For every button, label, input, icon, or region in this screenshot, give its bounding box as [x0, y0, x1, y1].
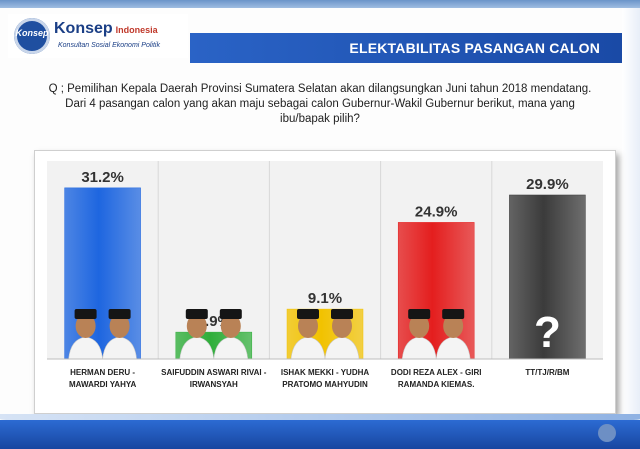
category-label-1-line-1: HERMAN DERU -	[70, 368, 135, 377]
title-bar: ELEKTABILITAS PASANGAN CALON	[190, 33, 622, 63]
page-title: ELEKTABILITAS PASANGAN CALON	[349, 40, 600, 56]
top-band	[0, 0, 640, 8]
bottom-swoosh	[0, 414, 640, 424]
candidate-3-1-face	[298, 314, 318, 338]
value-label-3: 9.1%	[308, 290, 342, 307]
bar-chart: 31.2%HERMAN DERU -MAWARDI YAHYA4.9%SAIFU…	[47, 161, 603, 389]
candidate-1-1-face	[75, 314, 96, 338]
candidate-3-2-cap	[331, 309, 353, 319]
category-label-4-line-1: DODI REZA ALEX - GIRI	[391, 368, 482, 377]
survey-question: Q ; Pemilihan Kepala Daerah Provinsi Sum…	[40, 82, 600, 127]
page-indicator	[598, 424, 616, 442]
candidate-2-2-face	[220, 314, 241, 338]
candidate-3-1-cap	[297, 309, 319, 319]
bar-5	[509, 194, 586, 360]
question-line-2: Dari 4 pasangan calon yang akan maju seb…	[65, 98, 575, 110]
candidate-4-1-face	[409, 314, 430, 338]
category-label-2-line-2: IRWANSYAH	[190, 380, 238, 389]
question-mark-icon: ?	[534, 308, 561, 357]
candidate-2-1-face	[186, 314, 207, 338]
category-label-3-line-1: ISHAK MEKKI - YUDHA	[281, 368, 370, 377]
value-label-5: 29.9%	[526, 176, 569, 193]
candidate-1-2-cap	[108, 309, 131, 319]
candidate-2-2-cap	[219, 309, 242, 319]
question-line-1: Q ; Pemilihan Kepala Daerah Provinsi Sum…	[48, 83, 592, 95]
company-logo: Konsep Konsep Indonesia Konsultan Sosial …	[8, 14, 188, 58]
category-label-1-line-2: MAWARDI YAHYA	[69, 380, 137, 389]
question-line-3: ibu/bapak pilih?	[280, 113, 360, 125]
category-label-5-line-1: TT/TJ/R/BM	[525, 368, 569, 377]
category-label-2-line-1: SAIFUDDIN ASWARI RIVAI -	[161, 368, 267, 377]
right-edge-decoration	[622, 8, 640, 420]
candidate-3-2-face	[332, 314, 352, 338]
candidate-2-1-cap	[185, 309, 208, 319]
logo-suffix: Indonesia	[115, 25, 158, 35]
candidate-4-2-face	[443, 314, 464, 338]
value-label-1: 31.2%	[81, 169, 124, 186]
logo-badge: Konsep	[14, 18, 50, 54]
value-label-4: 24.9%	[415, 203, 458, 220]
logo-tagline: Konsultan Sosial Ekonomi Politik	[58, 42, 160, 49]
bar-1	[64, 187, 141, 360]
candidate-4-2-cap	[442, 309, 465, 319]
candidate-4-1-cap	[408, 309, 431, 319]
category-label-3-line-2: PRATOMO MAHYUDIN	[282, 380, 368, 389]
candidate-1-1-cap	[74, 309, 97, 319]
category-label-4-line-2: RAMANDA KIEMAS.	[398, 380, 475, 389]
bottom-band	[0, 420, 640, 449]
candidate-1-2-face	[109, 314, 130, 338]
logo-name: Konsep Indonesia	[54, 20, 158, 37]
chart-panel: 31.2% HERMAN DERU - MAWARDI YAHYA 4.9% SAIFU…	[34, 150, 616, 414]
bar-4	[397, 222, 475, 360]
